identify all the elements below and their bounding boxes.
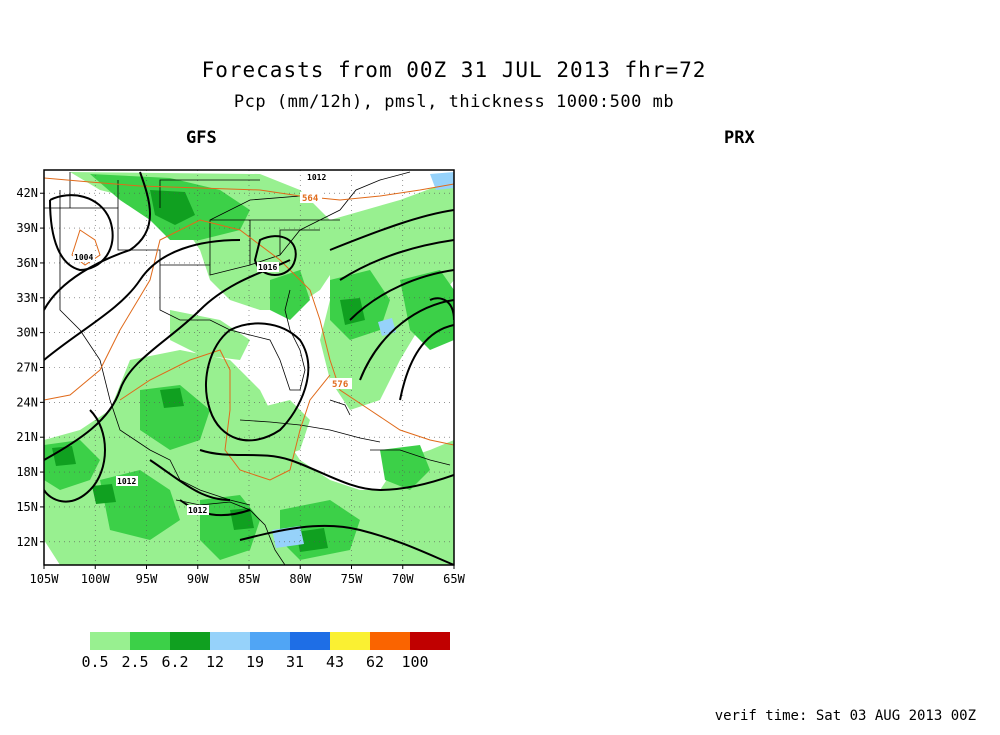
lat-tick-label: 12N [16,535,38,549]
isobar-label: 1012 [307,173,326,182]
chart-title: Forecasts from 00Z 31 JUL 2013 fhr=72 [201,58,707,82]
lon-tick-label: 65W [443,572,465,586]
lon-tick-label: 105W [30,572,60,586]
legend-value: 2.5 [121,653,149,671]
verif-time: verif time: Sat 03 AUG 2013 00Z [714,708,976,724]
lat-tick-label: 21N [16,430,38,444]
lat-lon-grid [44,170,454,565]
model-label: GFS [186,128,217,148]
legend-swatch [250,632,290,650]
lat-tick-label: 42N [16,186,38,200]
lon-tick-label: 100W [81,572,111,586]
isobar-contours [44,171,454,565]
lat-tick-label: 36N [16,256,38,270]
forecast-map: 1012 1004 1016 1012 1012 564 576 42N 39N 3… [16,169,466,586]
lon-tick-label: 75W [341,572,363,586]
legend-value: 31 [285,653,305,671]
legend-swatch [330,632,370,650]
legend-value: 6.2 [161,653,189,671]
legend-value: 19 [245,653,265,671]
lon-tick-label: 70W [392,572,414,586]
legend-value: 43 [325,653,345,671]
lat-tick-label: 27N [16,361,38,375]
legend-swatch [170,632,210,650]
lat-tick-label: 39N [16,221,38,235]
legend-value: 100 [401,653,429,671]
lon-axis: 105W 100W 95W 90W 85W 80W 75W 70W 65W [30,565,466,586]
isobar-label: 1012 [117,477,136,486]
legend-swatch [410,632,450,650]
lat-tick-label: 33N [16,291,38,305]
lat-axis: 42N 39N 36N 33N 30N 27N 24N 21N 18N 15N 12N [16,186,44,549]
legend-value: 0.5 [81,653,109,671]
thickness-label: 576 [332,380,348,390]
legend-swatch [130,632,170,650]
lon-tick-label: 95W [136,572,158,586]
lon-tick-label: 85W [238,572,260,586]
contour-labels: 1012 1004 1016 1012 1012 564 576 [73,172,352,515]
legend-swatch [370,632,410,650]
lon-tick-label: 90W [187,572,209,586]
lat-tick-label: 24N [16,395,38,409]
legend-value: 62 [365,653,385,671]
legend-swatch [210,632,250,650]
chart-subtitle: Pcp (mm/12h), pmsl, thickness 1000:500 m… [233,92,675,112]
lat-tick-label: 30N [16,326,38,340]
lat-tick-label: 15N [16,500,38,514]
isobar-label: 1004 [74,253,93,262]
thickness-label: 564 [302,194,319,204]
isobar-label: 1012 [188,506,207,515]
lat-tick-label: 18N [16,465,38,479]
legend-value: 12 [205,653,225,671]
legend-swatch [290,632,330,650]
legend-swatch [90,632,130,650]
lon-tick-label: 80W [289,572,311,586]
region-label: PRX [724,128,755,148]
isobar-label: 1016 [258,263,277,272]
